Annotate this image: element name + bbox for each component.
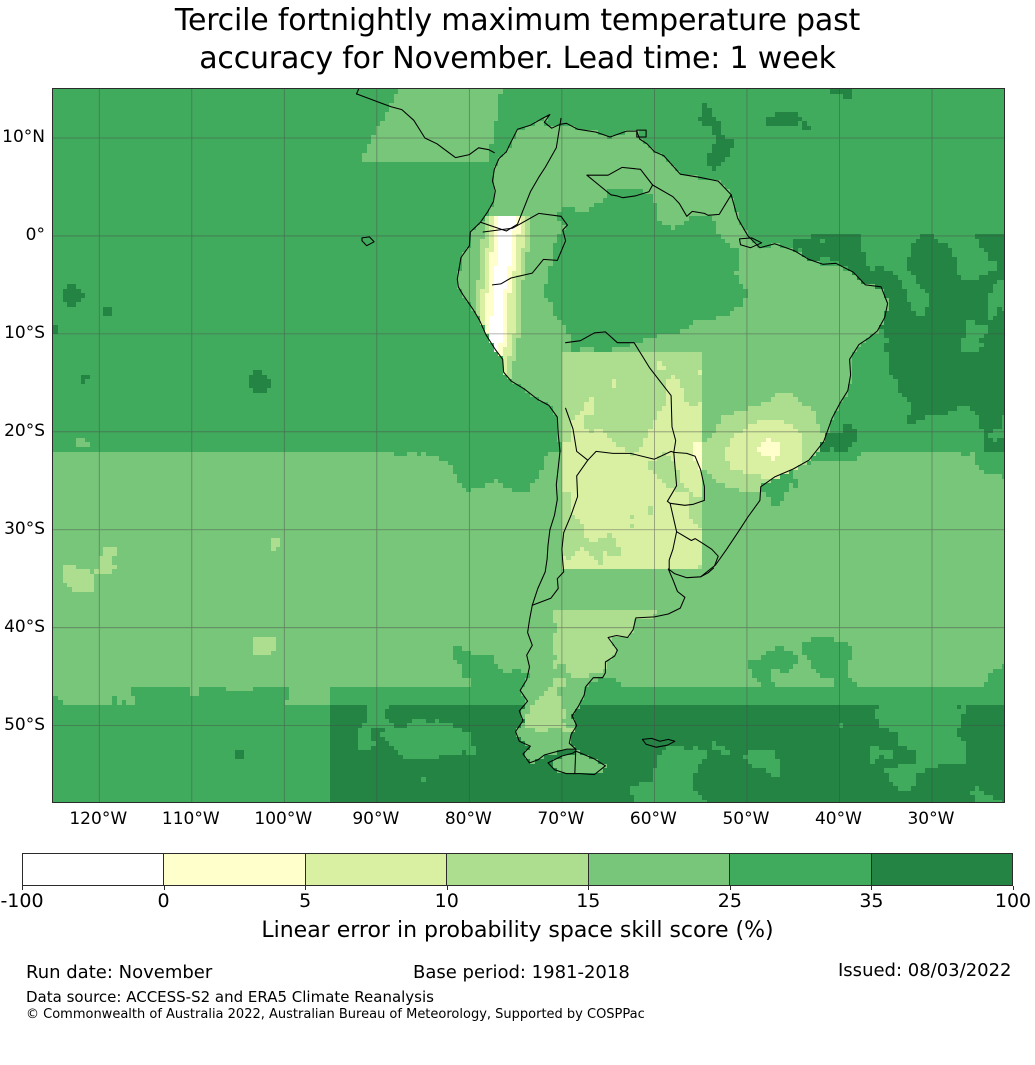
colorbar-tick-mark	[305, 886, 307, 890]
colorbar-segment	[23, 854, 164, 885]
colorbar-segment	[587, 854, 730, 885]
x-tick-label: 80°W	[444, 809, 492, 829]
map-plot-area	[52, 88, 1005, 803]
chart-title-line-2: accuracy for November. Lead time: 1 week	[199, 41, 836, 76]
footer-base-period: Base period: 1981-2018	[413, 962, 630, 983]
colorbar-tick-mark	[588, 886, 590, 890]
colorbar-tick-mark	[22, 886, 23, 890]
colorbar-tick-label: 10	[434, 890, 459, 912]
chart-title-line-1: Tercile fortnightly maximum temperature …	[174, 3, 861, 38]
colorbar-tick-mark	[163, 886, 165, 890]
colorbar-tick-label: 15	[576, 890, 601, 912]
colorbar-tick-label: 35	[859, 890, 884, 912]
x-tick-label: 70°W	[537, 809, 585, 829]
colorbar-segment	[163, 854, 305, 885]
colorbar-segment	[870, 854, 1012, 885]
colorbar-segment	[304, 854, 447, 885]
x-tick-label: 120°W	[69, 809, 128, 829]
coastline-borders	[355, 89, 889, 776]
y-tick-label: 0°	[25, 224, 45, 245]
y-tick-label: 50°S	[4, 714, 45, 735]
skill-score-heatmap	[53, 89, 1004, 802]
colorbar-segment	[446, 854, 588, 885]
footer-data-source: Data source: ACCESS-S2 and ERA5 Climate …	[26, 988, 434, 1006]
colorbar-tick-label: 100	[994, 890, 1032, 912]
x-tick-label: 60°W	[629, 809, 677, 829]
footer-issued-date: Issued: 08/03/2022	[838, 960, 1012, 981]
x-tick-label: 110°W	[161, 809, 220, 829]
map-overlay-vectors	[53, 89, 1004, 802]
y-tick-label: 40°S	[4, 616, 45, 637]
x-tick-label: 100°W	[254, 809, 313, 829]
y-tick-label: 20°S	[4, 420, 45, 441]
x-tick-label: 90°W	[352, 809, 400, 829]
x-tick-label: 50°W	[722, 809, 770, 829]
y-tick-label: 10°N	[2, 126, 45, 147]
colorbar-tick-mark	[446, 886, 448, 890]
footer-run-date: Run date: November	[26, 962, 213, 983]
map-gridlines	[53, 89, 1004, 802]
y-tick-label: 10°S	[4, 322, 45, 343]
colorbar-tick-mark	[1013, 886, 1014, 890]
chart-title: Tercile fortnightly maximum temperature …	[0, 2, 1035, 78]
x-tick-label: 40°W	[814, 809, 862, 829]
colorbar-tick-label: 5	[299, 890, 312, 912]
x-tick-label: 30°W	[907, 809, 955, 829]
colorbar-tick-label: 0	[157, 890, 170, 912]
colorbar-tick-mark	[871, 886, 873, 890]
colorbar-tick-label: 25	[717, 890, 742, 912]
footer-copyright: © Commonwealth of Australia 2022, Austra…	[26, 1007, 645, 1022]
colorbar-segment	[729, 854, 871, 885]
colorbar-tick-mark	[729, 886, 731, 890]
y-tick-label: 30°S	[4, 518, 45, 539]
colorbar-axis-label: Linear error in probability space skill …	[261, 918, 774, 943]
colorbar-tick-label: -100	[0, 890, 44, 912]
colorbar	[22, 853, 1013, 886]
